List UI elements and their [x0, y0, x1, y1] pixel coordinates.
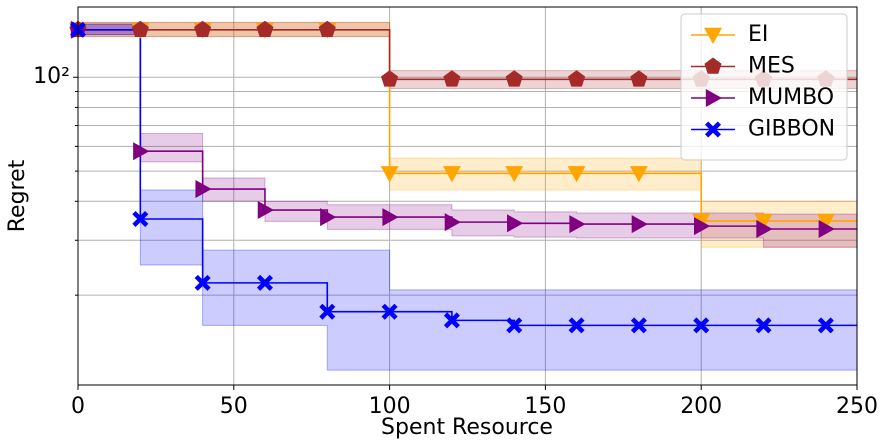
marker — [381, 70, 399, 87]
marker — [569, 215, 586, 234]
plot-frame — [77, 6, 858, 386]
legend-marker — [705, 121, 721, 138]
marker — [818, 220, 835, 239]
marker — [505, 166, 524, 183]
legend-marker — [704, 27, 722, 44]
marker — [382, 208, 399, 227]
marker — [443, 70, 461, 87]
legend-label: MUMBO — [748, 85, 834, 110]
marker — [320, 208, 337, 227]
marker — [194, 20, 212, 38]
marker — [195, 180, 212, 199]
marker — [133, 142, 150, 161]
marker — [319, 303, 336, 320]
marker — [444, 213, 461, 232]
marker — [755, 317, 772, 334]
marker — [693, 317, 710, 334]
marker — [816, 213, 835, 230]
x-tick-label: 50 — [220, 394, 248, 419]
legend-box — [680, 13, 848, 161]
legend-label: MES — [748, 54, 795, 79]
marker — [131, 20, 149, 38]
x-tick-label: 150 — [524, 394, 566, 419]
marker — [630, 317, 647, 334]
marker — [318, 20, 336, 38]
marker — [817, 317, 834, 334]
x-tick-label: 0 — [71, 394, 85, 419]
x-tick-label: 250 — [836, 394, 878, 419]
x-axis-label: Spent Resource — [381, 415, 553, 440]
marker — [256, 274, 273, 291]
marker — [380, 166, 399, 183]
legend-marker — [704, 57, 722, 74]
marker — [132, 210, 149, 227]
marker — [506, 317, 523, 334]
marker — [631, 215, 648, 234]
marker — [754, 213, 773, 230]
marker — [694, 217, 711, 236]
x-tick-label: 200 — [680, 394, 722, 419]
marker — [505, 70, 523, 87]
marker — [442, 166, 461, 183]
marker — [629, 166, 648, 183]
legend-marker — [705, 89, 722, 107]
legend-label: EI — [748, 22, 768, 47]
marker — [256, 20, 274, 38]
legend: EI MES MUMBO GIBBON — [680, 13, 848, 161]
marker — [257, 201, 274, 220]
marker — [756, 220, 773, 239]
legend-label: GIBBON — [748, 117, 835, 142]
marker — [568, 317, 585, 334]
marker — [507, 214, 524, 233]
x-tick-label: 100 — [369, 394, 411, 419]
y-axis-label: Regret — [5, 159, 30, 232]
marker — [443, 312, 460, 329]
marker — [630, 70, 648, 87]
marker — [568, 70, 586, 87]
y-tick-label: 10² — [33, 64, 70, 89]
marker — [381, 303, 398, 320]
marker — [194, 274, 211, 291]
marker — [567, 166, 586, 183]
